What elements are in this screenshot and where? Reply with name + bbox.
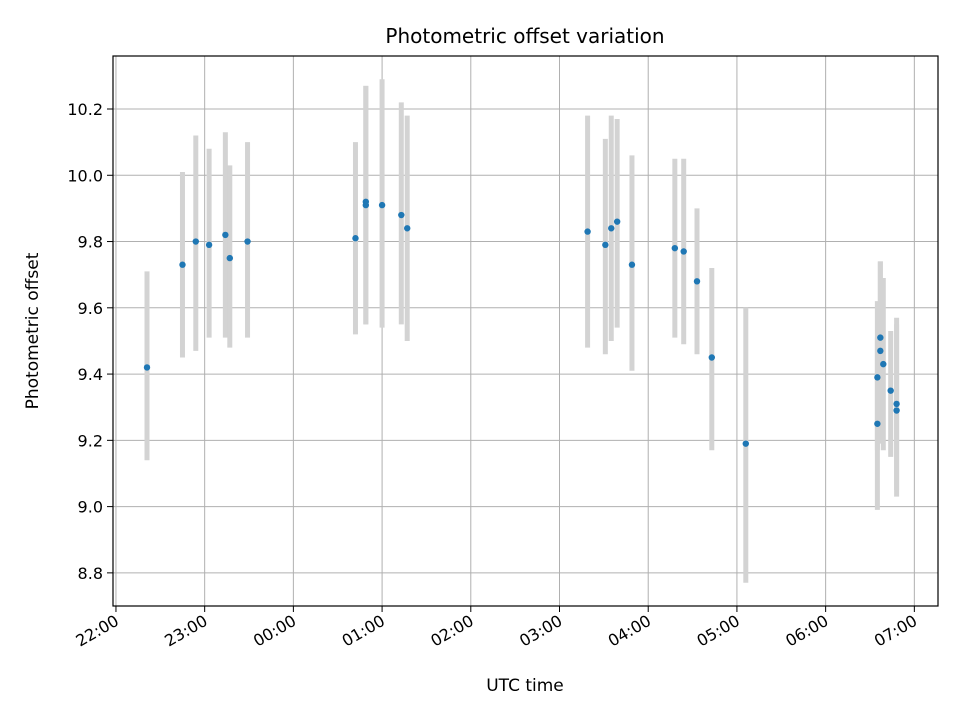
x-tick-label: 05:00 (693, 611, 742, 651)
data-point (378, 201, 386, 209)
data-point (602, 241, 609, 249)
data-point (887, 387, 894, 394)
y-tick-label: 9.2 (78, 431, 103, 450)
x-tick-label: 22:00 (73, 611, 122, 651)
data-point (893, 400, 900, 408)
data-point (222, 231, 229, 239)
y-axis-ticks: 8.8 9.0 9.2 9.4 9.6 9.8 10.0 10.2 (67, 100, 113, 583)
y-tick-label: 9.0 (78, 498, 103, 517)
data-point (398, 211, 405, 219)
x-tick-label: 03:00 (516, 611, 565, 651)
data-point (608, 225, 615, 232)
x-tick-label: 02:00 (427, 611, 476, 651)
y-tick-label: 9.6 (78, 299, 103, 318)
data-point (362, 201, 370, 209)
data-point (877, 334, 884, 341)
data-point (244, 238, 251, 245)
data-point (205, 241, 213, 249)
y-tick-label: 8.8 (78, 564, 103, 583)
y-axis-label: Photometric offset (23, 252, 43, 409)
x-tick-label: 23:00 (161, 611, 210, 651)
error-bars (144, 79, 900, 583)
data-point (880, 360, 887, 368)
y-tick-label: 9.4 (78, 365, 103, 384)
x-tick-label: 07:00 (871, 611, 920, 651)
data-point (874, 420, 881, 427)
chart-title: Photometric offset variation (385, 24, 664, 48)
data-point (628, 261, 636, 268)
x-axis-label: UTC time (486, 676, 564, 696)
data-point (877, 347, 884, 355)
data-point (693, 278, 701, 285)
data-point (613, 218, 621, 225)
grid (113, 56, 938, 606)
data-point (179, 261, 186, 268)
x-tick-label: 04:00 (605, 611, 654, 651)
data-point (893, 407, 900, 414)
data-points (143, 198, 900, 447)
x-tick-label: 00:00 (250, 611, 299, 651)
data-point (143, 364, 151, 371)
x-tick-label: 01:00 (339, 611, 388, 651)
y-tick-label: 9.8 (78, 233, 103, 252)
data-point (584, 228, 591, 235)
x-tick-label: 06:00 (782, 611, 831, 651)
data-point (680, 248, 687, 255)
plot-frame (112, 55, 939, 607)
data-point (404, 225, 411, 232)
data-point (708, 354, 715, 361)
data-point (874, 374, 881, 381)
y-tick-label: 10.2 (67, 100, 103, 119)
data-point (742, 440, 749, 447)
data-point (226, 254, 234, 262)
y-tick-label: 10.0 (67, 166, 103, 185)
x-axis-ticks: 22:00 23:00 00:00 01:00 02:00 03:00 04:00 05:00… (73, 606, 920, 651)
data-point (352, 235, 359, 242)
data-point (192, 238, 199, 245)
data-point (671, 244, 679, 252)
